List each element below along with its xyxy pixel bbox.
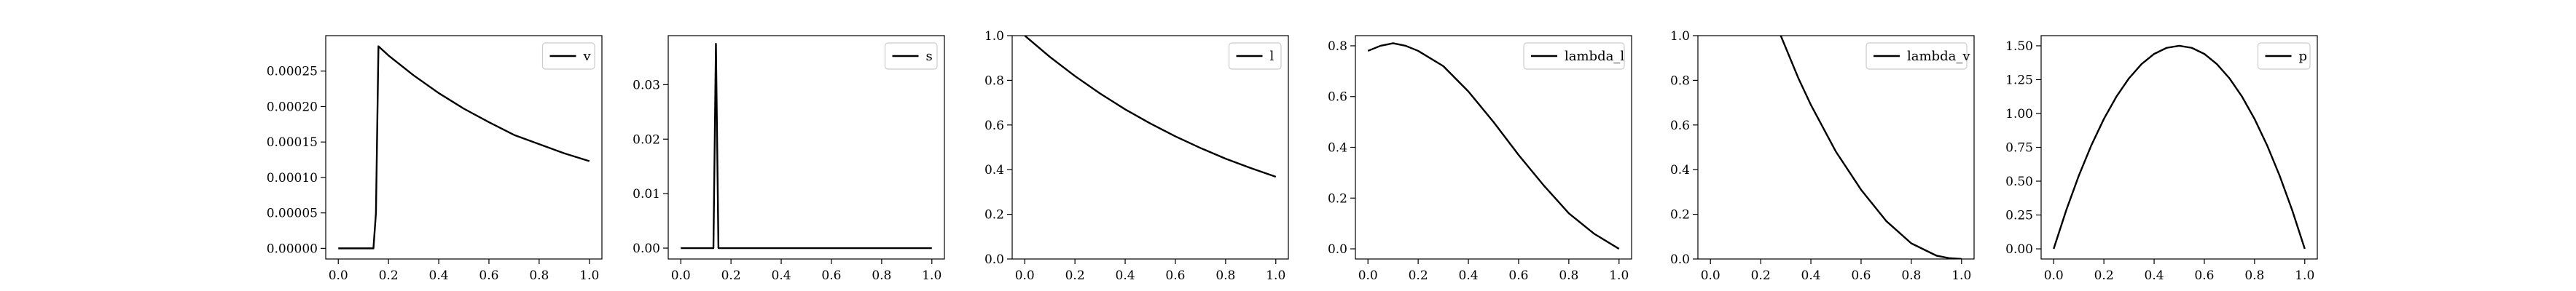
y-tick-label: 0.00 [633, 242, 660, 256]
x-tick-label: 0.0 [2044, 268, 2064, 283]
y-tick-label: 0.4 [1670, 163, 1690, 178]
plot-frame [1011, 35, 1289, 260]
x-tick-label: 0.0 [329, 268, 348, 283]
legend-label: v [583, 49, 592, 64]
subplot-1: 0.0 0.2 0.4 0.6 0.8 1.0 0.00000 0.00005 0.00010 0… [267, 35, 603, 283]
x-tick-label: 1.0 [1951, 268, 1971, 283]
y-tick-label: 0.00015 [267, 135, 318, 150]
x-tick-label: 1.0 [1266, 268, 1285, 283]
y-tick-label: 0.75 [2005, 141, 2033, 156]
x-tick-label: 0.8 [1215, 268, 1235, 283]
x-tick-label: 0.6 [1508, 268, 1528, 283]
y-tick-label: 0.0 [984, 252, 1004, 267]
y-tick-label: 0.6 [1670, 119, 1690, 133]
y-tick-label: 0.00020 [267, 100, 318, 114]
subplot-5: 0.0 0.2 0.4 0.6 0.8 1.0 0.0 0.2 0.4 0.6 0.8 1.0 lamb… [1670, 29, 1975, 283]
y-tick-label: 1.25 [2005, 73, 2033, 87]
legend-box [1866, 42, 1968, 70]
y-tick-label: 0.2 [1328, 191, 1347, 206]
x-tick-label: 0.8 [1559, 268, 1578, 283]
x-tick-label: 0.2 [2094, 268, 2114, 283]
x-tick-label: 0.4 [1116, 268, 1135, 283]
subplot-4: 0.0 0.2 0.4 0.6 0.8 1.0 0.0 0.2 0.4 0.6 0.8 lambda_… [1328, 35, 1632, 283]
y-tick-label: 0.4 [1328, 141, 1347, 156]
legend-label: p [2299, 49, 2308, 64]
x-tick-label: 0.6 [1165, 268, 1185, 283]
y-tick-label: 0.0 [1670, 252, 1690, 267]
series-line-l [1024, 36, 1277, 178]
series-line-lambda_l [1367, 42, 1620, 250]
x-tick-label: 0.8 [2244, 268, 2264, 283]
y-tick-label: 0.50 [2005, 175, 2033, 189]
y-tick-label: 0.6 [1328, 90, 1347, 105]
x-tick-label: 1.0 [1609, 268, 1629, 283]
x-tick-label: 0.4 [2145, 268, 2164, 283]
y-tick-label: 0.2 [1670, 208, 1690, 223]
x-tick-label: 0.8 [1901, 268, 1921, 283]
x-tick-label: 1.0 [922, 268, 941, 283]
y-tick-label: 0.6 [984, 119, 1004, 133]
legend-label: s [926, 49, 933, 64]
y-tick-label: 0.00005 [267, 207, 318, 221]
x-tick-label: 0.2 [1065, 268, 1085, 283]
x-tick-label: 0.6 [1851, 268, 1871, 283]
series-line-v [338, 45, 590, 250]
x-tick-label: 0.4 [772, 268, 791, 283]
series-line-lambda_v [1780, 36, 1962, 259]
y-tick-label: 0.00 [2005, 242, 2033, 257]
subplot-3: 0.0 0.2 0.4 0.6 0.8 1.0 0.0 0.2 0.4 0.6 0.8 1.0 l [984, 29, 1289, 283]
x-tick-label: 0.6 [479, 268, 498, 283]
y-tick-label: 1.0 [1670, 29, 1690, 44]
x-tick-label: 0.2 [1409, 268, 1428, 283]
y-tick-label: 0.8 [1670, 73, 1690, 88]
plot-frame [325, 35, 603, 260]
x-tick-label: 0.2 [721, 268, 741, 283]
y-tick-label: 0.00000 [267, 242, 318, 256]
y-tick-label: 0.00010 [267, 171, 318, 186]
x-tick-label: 0.4 [1801, 268, 1821, 283]
x-tick-label: 1.0 [579, 268, 599, 283]
y-tick-label: 0.0 [1328, 242, 1347, 257]
x-tick-label: 0.0 [671, 268, 691, 283]
x-tick-label: 0.8 [872, 268, 891, 283]
legend-label: lambda_v [1907, 49, 1970, 64]
y-tick-label: 0.25 [2005, 209, 2033, 223]
y-tick-label: 0.8 [984, 73, 1004, 88]
plot-frame [1697, 35, 1975, 260]
y-tick-label: 1.00 [2005, 107, 2033, 121]
legend-label: lambda_l [1565, 49, 1624, 64]
y-tick-label: 0.8 [1328, 39, 1347, 54]
plot-frame [668, 35, 945, 260]
x-tick-label: 0.6 [821, 268, 841, 283]
legend-label: l [1270, 49, 1275, 64]
y-tick-label: 1.50 [2005, 39, 2033, 54]
x-tick-label: 0.0 [1015, 268, 1035, 283]
y-tick-label: 0.01 [633, 187, 660, 202]
x-tick-label: 0.6 [2194, 268, 2214, 283]
x-tick-label: 0.2 [1751, 268, 1771, 283]
y-tick-label: 0.2 [984, 208, 1004, 223]
x-tick-label: 0.8 [529, 268, 549, 283]
y-tick-label: 1.0 [984, 29, 1004, 44]
x-tick-label: 0.2 [379, 268, 399, 283]
y-tick-label: 0.00025 [267, 65, 318, 79]
x-tick-label: 0.4 [1459, 268, 1479, 283]
subplot-2: 0.0 0.2 0.4 0.6 0.8 1.0 0.00 0.01 0.02 0.03 s [633, 35, 945, 283]
y-tick-label: 0.03 [633, 78, 660, 92]
x-tick-label: 0.4 [429, 268, 449, 283]
x-tick-label: 1.0 [2295, 268, 2314, 283]
legend-box [1523, 42, 1625, 70]
y-tick-label: 0.02 [633, 132, 660, 147]
y-tick-label: 0.4 [984, 163, 1004, 178]
subplot-6: 0.0 0.2 0.4 0.6 0.8 1.0 0.00 0.25 0.50 0.75 1.00 1.… [2005, 35, 2318, 283]
x-tick-label: 0.0 [1701, 268, 1720, 283]
series-line-s [681, 43, 932, 250]
x-tick-label: 0.0 [1358, 268, 1378, 283]
series-line-p [2053, 44, 2306, 250]
